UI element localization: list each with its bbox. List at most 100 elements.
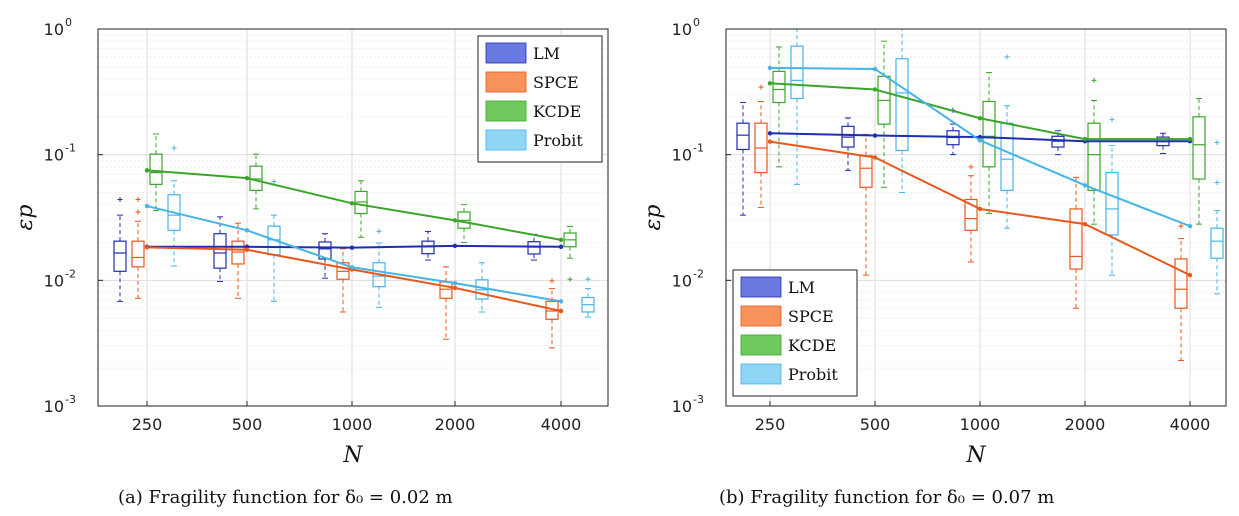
outlier-marker (117, 196, 123, 202)
line-point-lm (558, 244, 564, 249)
box-lm-500 (213, 216, 227, 282)
legend-label-probit: Probit (788, 365, 838, 384)
box-iqr (736, 122, 750, 151)
box-iqr (1069, 208, 1083, 270)
box-kcde-2000 (1087, 77, 1101, 225)
box-spce-500 (231, 222, 245, 299)
x-tick-label: 2000 (1065, 415, 1106, 434)
legend-label-probit: Probit (533, 131, 583, 150)
box-iqr (895, 58, 909, 152)
line-point-spce (977, 206, 983, 212)
line-point-probit (767, 65, 773, 71)
line-point-spce (767, 139, 773, 144)
legend-swatch-lm (485, 42, 527, 64)
line-point-kcde (244, 175, 250, 181)
outlier-marker (376, 228, 382, 234)
outlier-marker (1178, 223, 1184, 229)
y-tick-label-exponent: -1 (693, 142, 704, 155)
box-iqr (527, 241, 541, 255)
y-tick-label: 10 (672, 397, 692, 416)
y-tick-label: 10 (44, 271, 64, 290)
box-kcde-250 (772, 46, 786, 168)
box-probit-4000 (1210, 139, 1224, 295)
box-iqr (113, 240, 127, 272)
box-spce-2000 (1069, 176, 1083, 309)
line-point-lm (767, 131, 773, 136)
legend-swatch-kcde (485, 100, 527, 122)
line-point-spce (1082, 221, 1088, 227)
line-point-probit (872, 66, 878, 72)
y-tick-label-exponent: -3 (65, 393, 76, 406)
box-probit-4000 (581, 276, 595, 318)
outlier-marker (171, 145, 177, 151)
box-lm-1000 (318, 233, 332, 279)
panel-caption: (b) Fragility function for δ₀ = 0.07 m (719, 487, 1054, 508)
outlier-marker (135, 209, 141, 215)
box-kcde-1000 (982, 72, 996, 215)
x-axis-label: N (342, 443, 363, 468)
line-point-kcde (872, 87, 878, 92)
box-kcde-1000 (354, 180, 368, 238)
line-point-lm (349, 245, 355, 250)
line-point-lm (977, 134, 983, 140)
box-iqr (213, 233, 227, 269)
legend-label-spce: SPCE (788, 307, 834, 326)
legend-swatch-probit (740, 363, 782, 385)
box-iqr (1105, 171, 1119, 236)
outlier-marker (968, 164, 974, 170)
line-point-probit (1187, 223, 1193, 229)
legend-label-lm: LM (788, 278, 815, 297)
x-tick-label: 2000 (435, 415, 476, 434)
line-point-kcde (1187, 136, 1193, 142)
outlier-marker (758, 84, 764, 90)
axes-frame (725, 28, 1227, 407)
legend-swatch-lm (740, 276, 782, 298)
box-probit-2000 (1105, 117, 1119, 276)
legend: LM SPCE KCDE Probit (477, 35, 603, 163)
line-point-spce (144, 245, 150, 250)
box-probit-1000 (1000, 54, 1014, 229)
x-tick-label: 1000 (332, 415, 373, 434)
y-tick-label-exponent: -2 (65, 267, 76, 280)
line-point-probit (977, 138, 983, 143)
y-tick-label-exponent: -3 (693, 393, 704, 406)
line-point-kcde (767, 81, 773, 86)
legend-swatch-spce (740, 305, 782, 327)
box-lm-500 (841, 117, 855, 171)
y-tick-label: 10 (672, 146, 692, 165)
x-tick-label: 500 (860, 415, 891, 434)
outlier-marker (567, 276, 573, 282)
y-tick-label-exponent: -1 (65, 142, 76, 155)
outlier-marker (271, 179, 277, 185)
box-iqr (149, 153, 163, 185)
line-point-probit (558, 299, 564, 304)
x-tick-label: 500 (232, 415, 263, 434)
y-tick-label-exponent: -2 (693, 267, 704, 280)
y-tick-label: 10 (44, 146, 64, 165)
line-point-spce (1187, 272, 1193, 278)
box-iqr (772, 70, 786, 104)
legend-label-kcde: KCDE (788, 336, 836, 355)
outlier-marker (1091, 77, 1097, 83)
outlier-marker (549, 278, 555, 284)
y-axis-label: εp (13, 205, 38, 231)
line-point-probit (244, 228, 250, 233)
legend-swatch-kcde (740, 334, 782, 356)
line-point-probit (349, 265, 355, 270)
line-point-spce (244, 247, 250, 252)
box-iqr (1192, 116, 1206, 180)
outlier-marker (1214, 180, 1220, 186)
x-axis-label: N (965, 443, 986, 468)
line-point-probit (144, 203, 150, 209)
line-point-kcde (349, 201, 355, 206)
legend-label-kcde: KCDE (533, 102, 581, 121)
box-iqr (167, 194, 181, 231)
box-spce-1000 (336, 248, 350, 313)
x-tick-label: 4000 (1170, 415, 1211, 434)
line-point-lm (452, 243, 458, 249)
axes-frame (97, 28, 609, 407)
line-point-spce (872, 155, 878, 160)
